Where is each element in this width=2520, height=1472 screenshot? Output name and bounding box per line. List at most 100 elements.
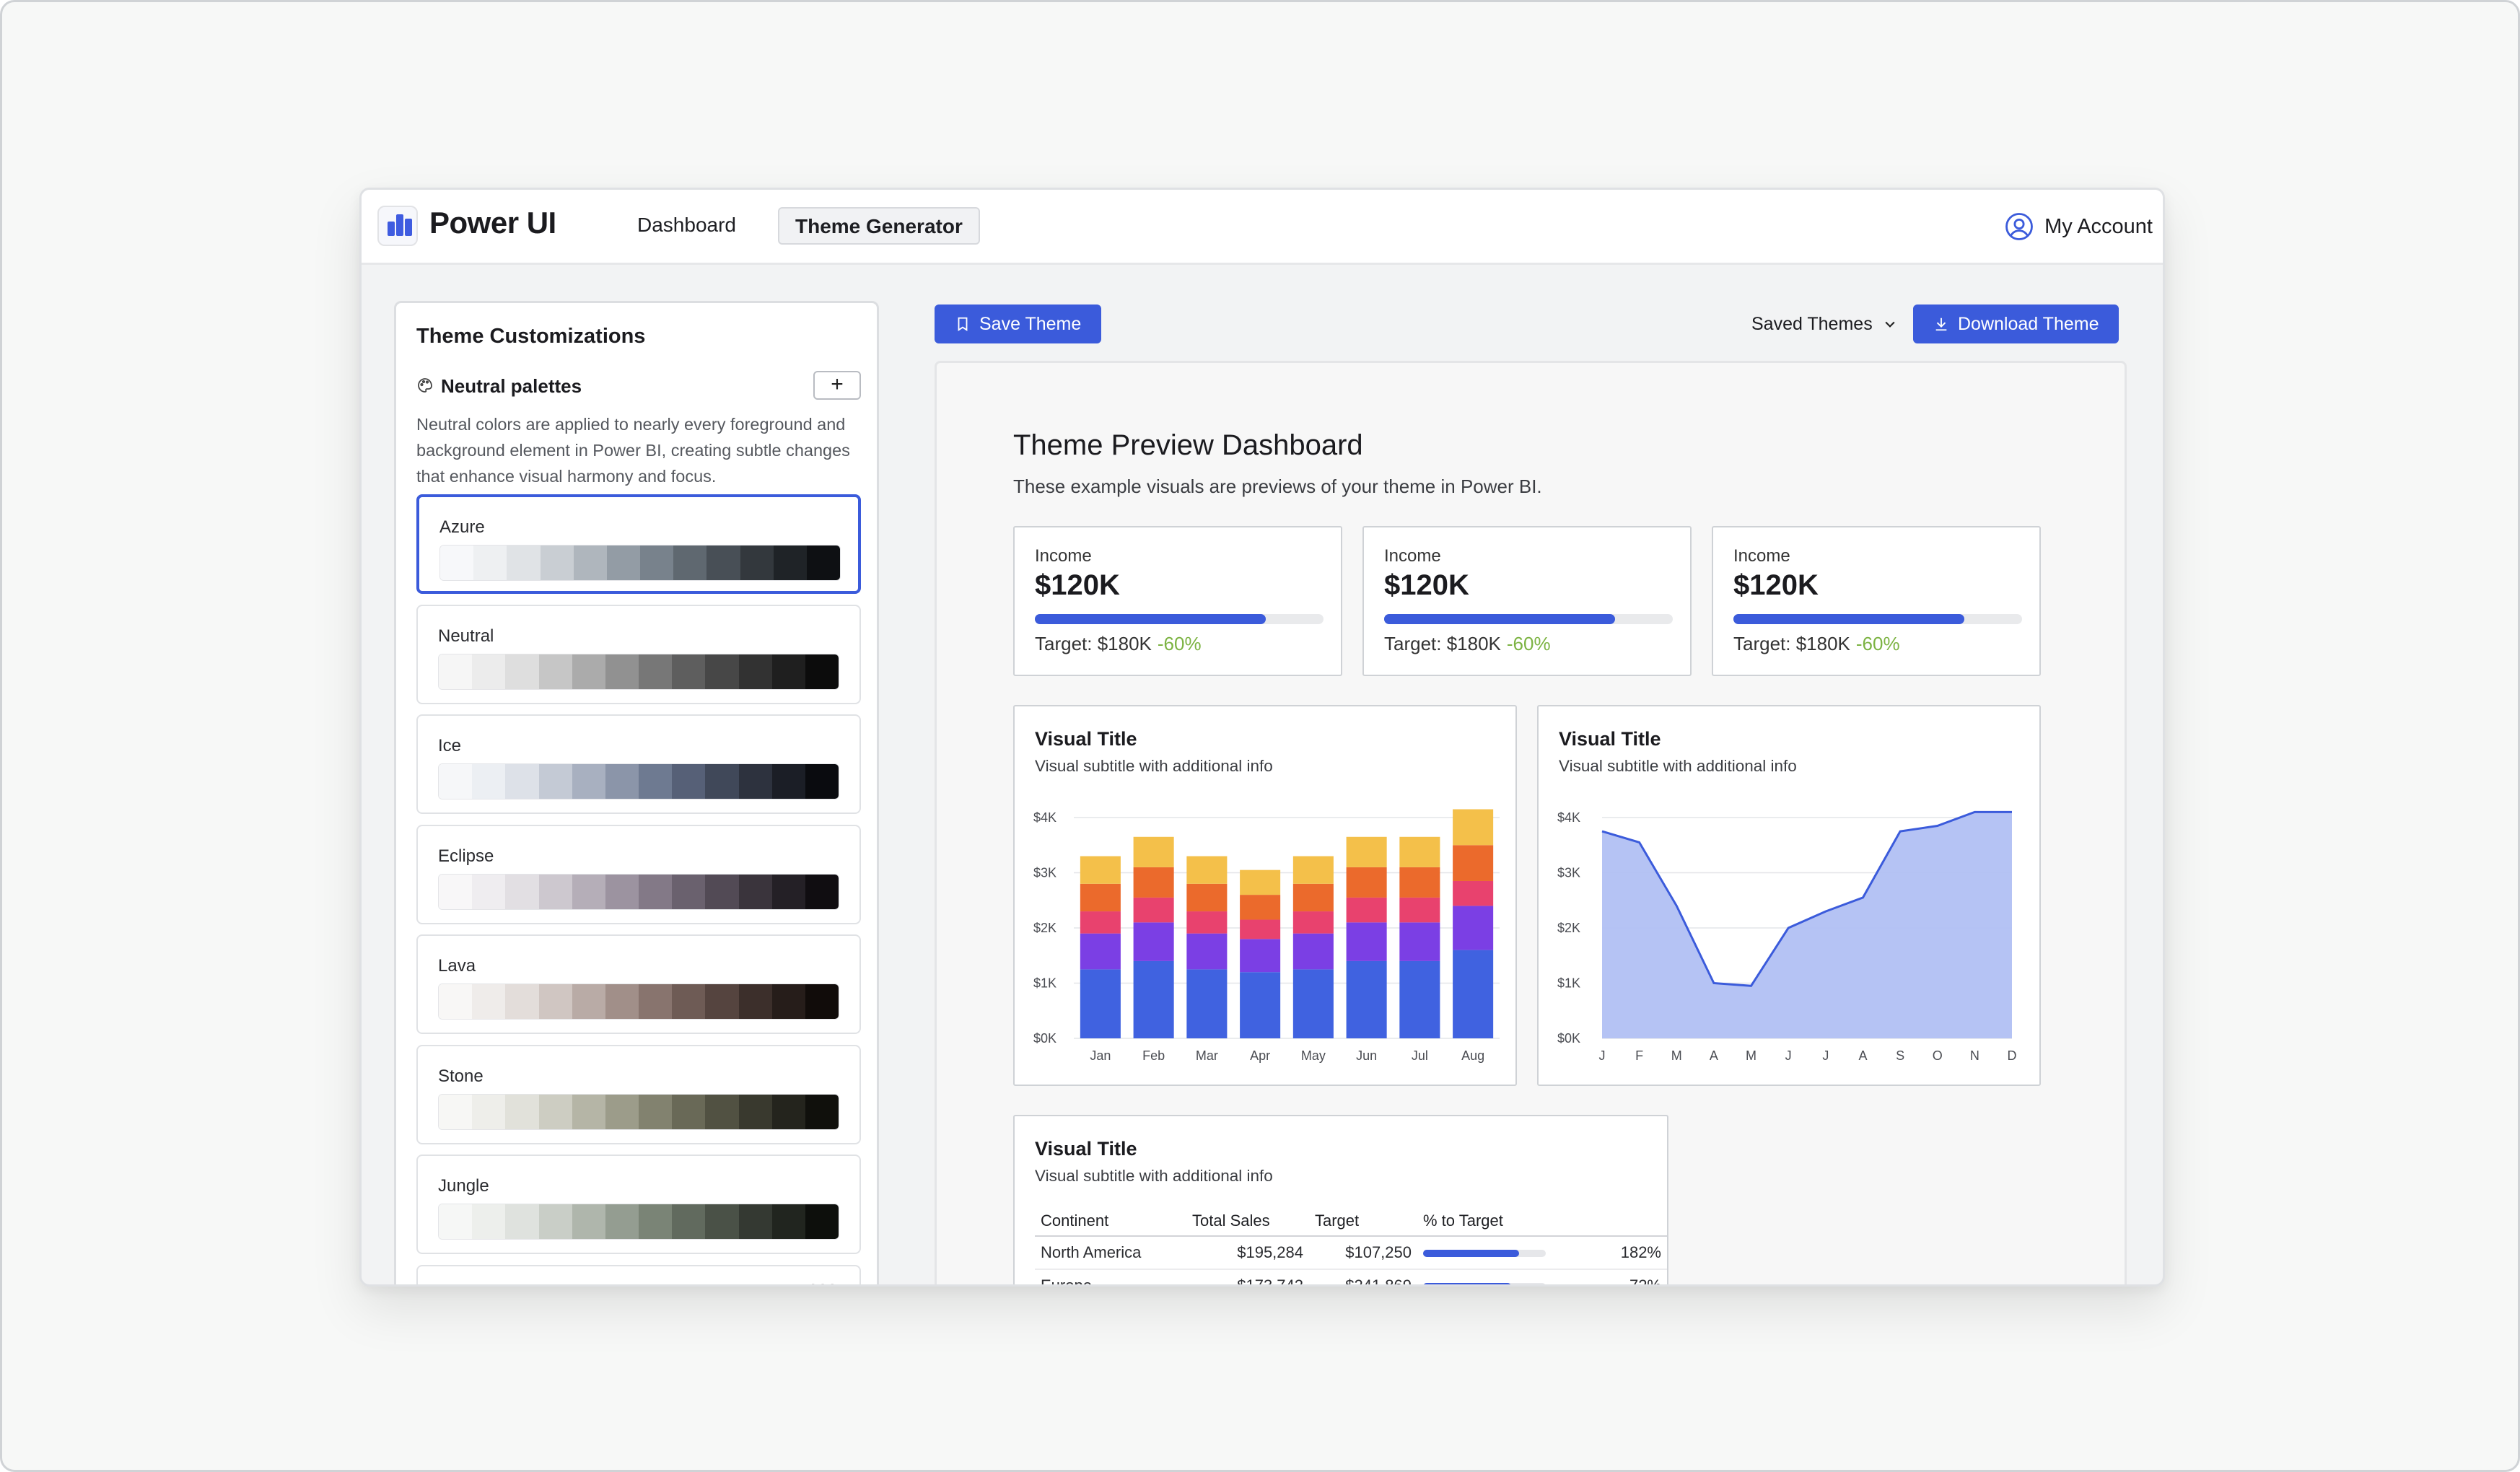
x-tick-label: A: [1858, 1048, 1867, 1063]
x-tick-label: Feb: [1142, 1048, 1165, 1063]
color-swatch: [439, 654, 473, 689]
palette-option-stone[interactable]: Stone: [416, 1044, 861, 1144]
color-swatch: [439, 1204, 473, 1239]
color-swatch: [507, 546, 541, 580]
color-swatch: [572, 1094, 605, 1129]
color-swatch: [672, 764, 706, 799]
add-palette-button[interactable]: +: [813, 371, 861, 400]
palette-option-ice[interactable]: Ice: [416, 714, 861, 814]
more-options-icon[interactable]: ···: [809, 1271, 838, 1287]
kpi-target-text: Target: $180K: [1733, 633, 1850, 654]
color-swatch: [572, 764, 605, 799]
x-tick-label: J: [1599, 1048, 1606, 1063]
color-swatch: [805, 1094, 839, 1129]
color-swatch: [605, 874, 639, 909]
area-fill: [1602, 812, 2012, 1038]
x-tick-label: Mar: [1196, 1048, 1218, 1063]
kpi-progress-fill: [1035, 614, 1266, 624]
palette-option-eclipse[interactable]: Eclipse: [416, 824, 861, 924]
bar-segment: [1133, 836, 1174, 867]
color-swatch: [771, 874, 805, 909]
bar-segment: [1292, 933, 1334, 970]
pct-bar-track: [1423, 1250, 1546, 1258]
color-swatch: [472, 654, 506, 689]
color-swatch: [705, 1094, 739, 1129]
bar-segment: [1346, 922, 1387, 961]
palette-option-more[interactable]: [416, 1264, 861, 1284]
table-header-row: Continent Total Sales Target % to Target: [1035, 1206, 1667, 1237]
nav-dashboard[interactable]: Dashboard: [637, 214, 736, 236]
palette-option-lava[interactable]: Lava: [416, 934, 861, 1034]
color-swatch: [572, 654, 605, 689]
save-theme-button[interactable]: Save Theme: [935, 305, 1102, 343]
visual-subtitle: Visual subtitle with additional info: [1035, 757, 1273, 775]
bar-segment: [1292, 911, 1334, 934]
palette-swatches: [438, 653, 839, 690]
bar-segment: [1133, 897, 1174, 923]
color-swatch: [672, 654, 706, 689]
x-tick-label: J: [1822, 1048, 1829, 1063]
x-tick-label: Jun: [1356, 1048, 1377, 1063]
color-swatch: [472, 764, 506, 799]
column-header[interactable]: Total Sales: [1186, 1206, 1309, 1237]
kpi-delta: -60%: [1855, 633, 1900, 654]
saved-themes-dropdown[interactable]: Saved Themes: [1751, 306, 1897, 342]
color-swatch: [805, 984, 839, 1019]
save-theme-label: Save Theme: [979, 313, 1082, 334]
bar-segment: [1453, 880, 1494, 906]
color-swatch: [538, 654, 572, 689]
y-tick-label: $2K: [1557, 921, 1580, 935]
palette-name: Eclipse: [438, 846, 494, 866]
color-swatch: [805, 654, 839, 689]
table-card: Visual Title Visual subtitle with additi…: [1013, 1115, 1668, 1284]
y-tick-label: $3K: [1557, 866, 1580, 880]
y-tick-label: $4K: [1033, 810, 1056, 825]
my-account-button[interactable]: My Account: [2004, 209, 2153, 245]
color-swatch: [572, 874, 605, 909]
palette-option-neutral[interactable]: Neutral: [416, 604, 861, 704]
bar-segment: [1453, 809, 1494, 846]
visual-title: Visual Title: [1035, 1138, 1137, 1160]
color-swatch: [639, 654, 673, 689]
kpi-value: $120K: [1384, 569, 1469, 601]
bar-segment: [1399, 836, 1440, 867]
kpi-card: Income $120K Target: $180K -60%: [1712, 526, 2041, 676]
kpi-progress-track: [1384, 614, 1673, 624]
color-swatch: [738, 764, 772, 799]
palette-option-jungle[interactable]: Jungle: [416, 1155, 861, 1254]
column-header[interactable]: Target: [1309, 1206, 1417, 1237]
color-swatch: [705, 1204, 739, 1239]
color-swatch: [740, 546, 774, 580]
area-line: [1601, 810, 2012, 987]
color-swatch: [771, 654, 805, 689]
color-swatch: [439, 1094, 473, 1129]
x-tick-label: J: [1785, 1048, 1792, 1063]
bar-segment: [1453, 845, 1494, 881]
stacked-bar-chart-card: $0K $1K $2K $3K $4K Jan Feb Mar Apr May Jun Jul Aug …: [1013, 705, 1517, 1086]
palette-swatches: [438, 763, 839, 799]
palette-option-azure[interactable]: Azure: [416, 494, 861, 594]
color-swatch: [605, 654, 639, 689]
bar-segment: [1133, 867, 1174, 898]
table-row: North America $195,284 $107,250 182%: [1035, 1236, 1667, 1270]
column-header[interactable]: Continent: [1035, 1206, 1186, 1237]
bar-segment: [1186, 883, 1228, 912]
download-icon: [1935, 317, 1947, 331]
palette-name: Jungle: [438, 1176, 489, 1196]
bar-segment: [1133, 960, 1174, 1038]
color-swatch: [538, 874, 572, 909]
color-swatch: [505, 874, 539, 909]
color-swatch: [472, 984, 506, 1019]
column-header[interactable]: % to Target: [1417, 1206, 1609, 1237]
kpi-target: Target: $180K -60%: [1733, 633, 1900, 655]
color-swatch: [572, 984, 605, 1019]
color-swatch: [705, 984, 739, 1019]
download-theme-button[interactable]: Download Theme: [1913, 305, 2119, 343]
nav-theme-generator[interactable]: Theme Generator: [778, 207, 980, 245]
bar-segment: [1346, 836, 1387, 867]
palette-name: Stone: [438, 1066, 484, 1086]
color-swatch: [705, 874, 739, 909]
color-swatch: [738, 1204, 772, 1239]
neutral-palettes-title: Neutral palettes: [441, 375, 582, 397]
color-swatch: [605, 764, 639, 799]
